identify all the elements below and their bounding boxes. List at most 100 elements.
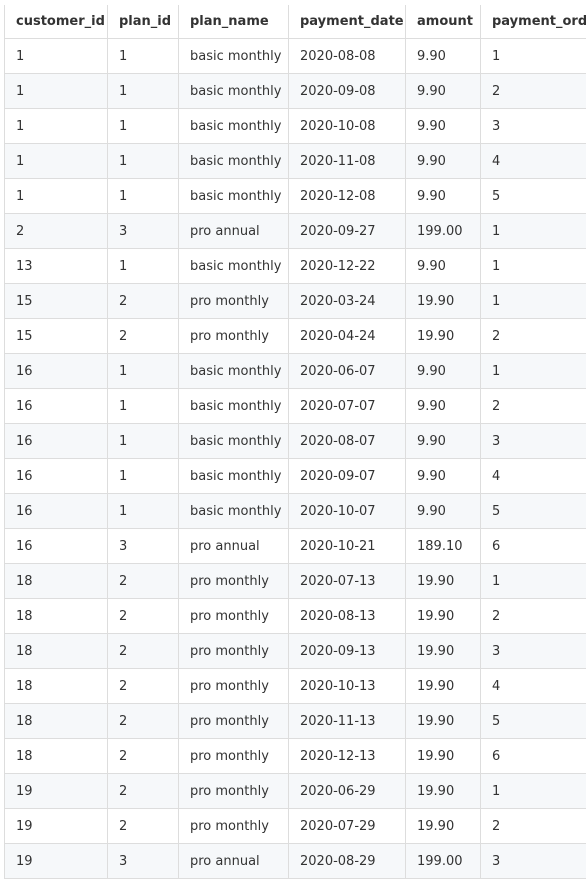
cell-customer-id: 13	[4, 248, 108, 284]
cell-plan-name: basic monthly	[178, 423, 289, 459]
cell-payment-date: 2020-12-22	[288, 248, 406, 284]
cell-plan-id: 1	[107, 73, 179, 109]
cell-payment-date: 2020-11-08	[288, 143, 406, 179]
cell-customer-id: 1	[4, 178, 108, 214]
cell-plan-name: pro monthly	[178, 668, 289, 704]
table-row: 16 1 basic monthly 2020-10-07 9.90 5	[4, 493, 586, 529]
cell-plan-id: 1	[107, 388, 179, 424]
cell-plan-id: 1	[107, 178, 179, 214]
cell-amount: 19.90	[405, 773, 481, 809]
cell-customer-id: 1	[4, 38, 108, 74]
cell-plan-name: basic monthly	[178, 458, 289, 494]
cell-payment-ord: 3	[480, 843, 586, 879]
cell-plan-id: 1	[107, 143, 179, 179]
cell-amount: 9.90	[405, 388, 481, 424]
cell-plan-name: pro annual	[178, 528, 289, 564]
cell-payment-date: 2020-08-08	[288, 38, 406, 74]
cell-customer-id: 16	[4, 458, 108, 494]
cell-amount: 19.90	[405, 598, 481, 634]
cell-plan-id: 2	[107, 808, 179, 844]
cell-customer-id: 18	[4, 563, 108, 599]
cell-payment-ord: 1	[480, 248, 586, 284]
cell-payment-date: 2020-04-24	[288, 318, 406, 354]
cell-amount: 9.90	[405, 423, 481, 459]
cell-amount: 9.90	[405, 248, 481, 284]
cell-plan-id: 2	[107, 773, 179, 809]
cell-plan-id: 2	[107, 598, 179, 634]
table-row: 15 2 pro monthly 2020-03-24 19.90 1	[4, 283, 586, 319]
table-body: 1 1 basic monthly 2020-08-08 9.90 1 1 1 basic mo…	[4, 38, 586, 879]
cell-customer-id: 1	[4, 73, 108, 109]
cell-customer-id: 16	[4, 423, 108, 459]
cell-payment-date: 2020-07-07	[288, 388, 406, 424]
table-row: 18 2 pro monthly 2020-11-13 19.90 5	[4, 703, 586, 739]
cell-payment-date: 2020-11-13	[288, 703, 406, 739]
table-row: 1 1 basic monthly 2020-09-08 9.90 2	[4, 73, 586, 109]
cell-plan-name: pro monthly	[178, 633, 289, 669]
cell-payment-ord: 2	[480, 808, 586, 844]
cell-plan-name: basic monthly	[178, 143, 289, 179]
cell-customer-id: 19	[4, 843, 108, 879]
cell-payment-ord: 1	[480, 213, 586, 249]
table-row: 18 2 pro monthly 2020-12-13 19.90 6	[4, 738, 586, 774]
cell-payment-ord: 2	[480, 73, 586, 109]
cell-plan-name: pro monthly	[178, 703, 289, 739]
cell-customer-id: 16	[4, 353, 108, 389]
table-header: customer_id plan_id plan_name payment_date a…	[4, 5, 586, 39]
cell-payment-date: 2020-10-07	[288, 493, 406, 529]
table-row: 1 1 basic monthly 2020-12-08 9.90 5	[4, 178, 586, 214]
cell-payment-date: 2020-10-21	[288, 528, 406, 564]
cell-customer-id: 15	[4, 283, 108, 319]
cell-customer-id: 18	[4, 598, 108, 634]
cell-payment-date: 2020-09-08	[288, 73, 406, 109]
cell-customer-id: 19	[4, 773, 108, 809]
cell-amount: 19.90	[405, 283, 481, 319]
cell-payment-ord: 1	[480, 563, 586, 599]
column-header-plan-name: plan_name	[178, 5, 289, 39]
cell-payment-date: 2020-03-24	[288, 283, 406, 319]
cell-payment-date: 2020-12-08	[288, 178, 406, 214]
column-header-payment-ord: payment_ord	[480, 5, 586, 39]
cell-payment-ord: 1	[480, 773, 586, 809]
cell-amount: 19.90	[405, 808, 481, 844]
cell-plan-id: 1	[107, 423, 179, 459]
cell-payment-ord: 1	[480, 38, 586, 74]
cell-amount: 9.90	[405, 178, 481, 214]
cell-plan-name: basic monthly	[178, 73, 289, 109]
cell-customer-id: 1	[4, 108, 108, 144]
table-row: 1 1 basic monthly 2020-10-08 9.90 3	[4, 108, 586, 144]
cell-customer-id: 16	[4, 388, 108, 424]
cell-payment-ord: 2	[480, 598, 586, 634]
cell-plan-id: 3	[107, 843, 179, 879]
cell-amount: 19.90	[405, 318, 481, 354]
cell-payment-date: 2020-12-13	[288, 738, 406, 774]
cell-payment-ord: 4	[480, 143, 586, 179]
cell-payment-date: 2020-09-07	[288, 458, 406, 494]
cell-amount: 19.90	[405, 668, 481, 704]
cell-customer-id: 18	[4, 633, 108, 669]
cell-customer-id: 18	[4, 703, 108, 739]
table-row: 19 3 pro annual 2020-08-29 199.00 3	[4, 843, 586, 879]
cell-plan-name: basic monthly	[178, 493, 289, 529]
cell-payment-date: 2020-09-27	[288, 213, 406, 249]
cell-payment-date: 2020-10-08	[288, 108, 406, 144]
cell-customer-id: 16	[4, 528, 108, 564]
table-row: 1 1 basic monthly 2020-11-08 9.90 4	[4, 143, 586, 179]
cell-payment-date: 2020-09-13	[288, 633, 406, 669]
cell-payment-ord: 5	[480, 493, 586, 529]
table-row: 16 1 basic monthly 2020-06-07 9.90 1	[4, 353, 586, 389]
table-row: 13 1 basic monthly 2020-12-22 9.90 1	[4, 248, 586, 284]
cell-payment-date: 2020-06-29	[288, 773, 406, 809]
cell-plan-name: pro monthly	[178, 598, 289, 634]
cell-plan-id: 3	[107, 528, 179, 564]
cell-payment-ord: 4	[480, 458, 586, 494]
cell-customer-id: 16	[4, 493, 108, 529]
cell-payment-ord: 3	[480, 423, 586, 459]
cell-amount: 199.00	[405, 843, 481, 879]
cell-amount: 9.90	[405, 108, 481, 144]
cell-payment-ord: 2	[480, 388, 586, 424]
cell-plan-name: pro monthly	[178, 808, 289, 844]
cell-plan-id: 2	[107, 738, 179, 774]
cell-plan-id: 2	[107, 703, 179, 739]
